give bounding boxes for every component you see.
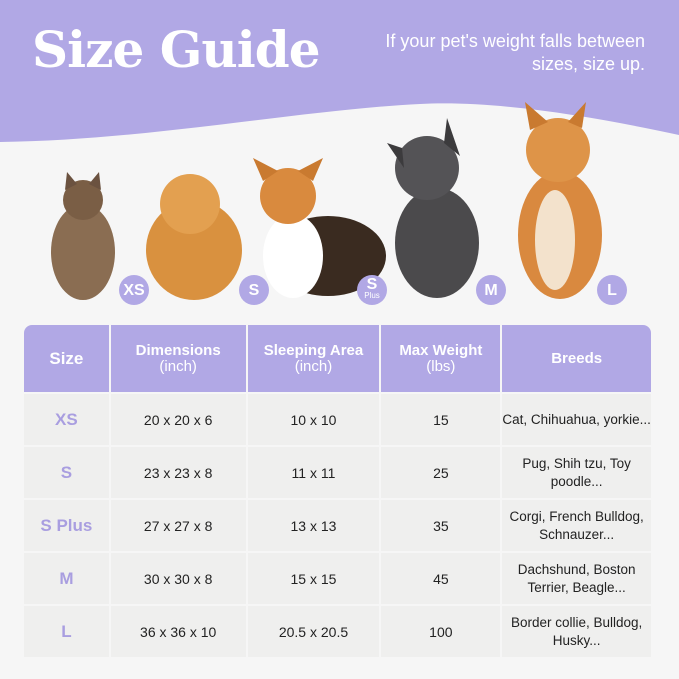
corgi-image xyxy=(253,158,386,298)
badge-m: M xyxy=(476,275,506,305)
badge-label: XS xyxy=(123,281,145,299)
pomeranian-image xyxy=(146,174,242,300)
breeds-cell: Pug, Shih tzu, Toy poodle... xyxy=(502,447,651,498)
cat-image xyxy=(51,172,115,300)
size-cell: S xyxy=(24,447,109,498)
badge-s: S xyxy=(239,275,269,305)
dimensions-cell: 27 x 27 x 8 xyxy=(110,500,246,551)
size-cell: M xyxy=(24,553,109,604)
max-weight-cell: 100 xyxy=(381,606,501,657)
badge-sub-label: Plus xyxy=(364,291,380,300)
size-cell: XS xyxy=(24,394,109,445)
badge-s-plus: S Plus xyxy=(357,275,387,305)
sleeping-area-cell: 13 x 13 xyxy=(247,500,380,551)
header-sleeping-area: Sleeping Area (inch) xyxy=(247,325,380,392)
header-size: Size xyxy=(24,325,109,392)
max-weight-cell: 35 xyxy=(381,500,501,551)
breeds-cell: Border collie, Bulldog, Husky... xyxy=(502,606,651,657)
table-header-row: Size Dimensions (inch) Sleeping Area (inch… xyxy=(24,325,651,392)
breeds-cell: Dachshund, Boston Terrier, Beagle... xyxy=(502,553,651,604)
max-weight-cell: 25 xyxy=(381,447,501,498)
size-table: Size Dimensions (inch) Sleeping Area (inch… xyxy=(22,323,653,659)
sleeping-area-cell: 15 x 15 xyxy=(247,553,380,604)
table-row: M 30 x 30 x 8 15 x 15 45 Dachshund, Boston T… xyxy=(24,553,651,604)
header-banner xyxy=(0,0,679,142)
table-row: L 36 x 36 x 10 20.5 x 20.5 100 Border collie… xyxy=(24,606,651,657)
breeds-cell: Cat, Chihuahua, yorkie... xyxy=(502,394,651,445)
shiba-inu-image xyxy=(518,102,602,299)
table-row: XS 20 x 20 x 6 10 x 10 15 Cat, Chihuahua, yo… xyxy=(24,394,651,445)
max-weight-cell: 45 xyxy=(381,553,501,604)
header-dimensions: Dimensions (inch) xyxy=(110,325,246,392)
dimensions-cell: 20 x 20 x 6 xyxy=(110,394,246,445)
table-row: S Plus 27 x 27 x 8 13 x 13 35 Corgi, French … xyxy=(24,500,651,551)
badge-label: L xyxy=(607,281,617,299)
max-weight-cell: 15 xyxy=(381,394,501,445)
sleeping-area-cell: 11 x 11 xyxy=(247,447,380,498)
french-bulldog-image xyxy=(387,118,479,298)
subtitle: If your pet's weight falls between sizes… xyxy=(385,31,645,74)
dimensions-cell: 23 x 23 x 8 xyxy=(110,447,246,498)
size-cell: S Plus xyxy=(24,500,109,551)
sleeping-area-cell: 20.5 x 20.5 xyxy=(247,606,380,657)
badge-label: S xyxy=(366,276,378,293)
header-max-weight: Max Weight (lbs) xyxy=(381,325,501,392)
breeds-cell: Corgi, French Bulldog, Schnauzer... xyxy=(502,500,651,551)
sleeping-area-cell: 10 x 10 xyxy=(247,394,380,445)
badge-xs: XS xyxy=(119,275,149,305)
dimensions-cell: 30 x 30 x 8 xyxy=(110,553,246,604)
dimensions-cell: 36 x 36 x 10 xyxy=(110,606,246,657)
badge-label: M xyxy=(484,281,498,299)
badge-l: L xyxy=(597,275,627,305)
header-breeds: Breeds xyxy=(502,325,651,392)
badge-label: S xyxy=(248,281,260,299)
page-title: Size Guide xyxy=(32,20,321,79)
size-cell: L xyxy=(24,606,109,657)
table-row: S 23 x 23 x 8 11 x 11 25 Pug, Shih tzu, Toy … xyxy=(24,447,651,498)
